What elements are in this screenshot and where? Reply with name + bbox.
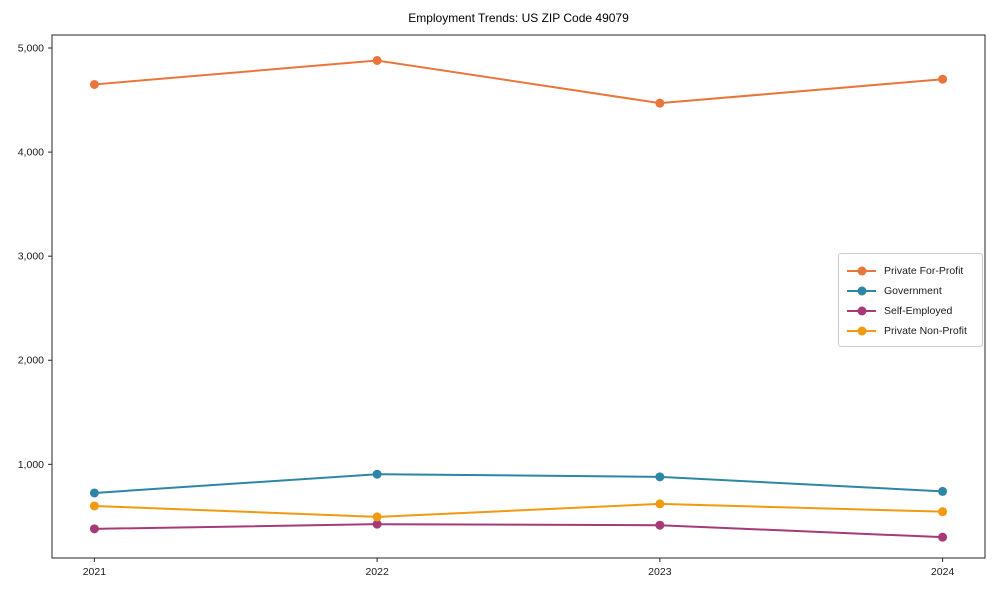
legend: Private For-Profit Government Self-Emplo…	[838, 253, 983, 347]
legend-label: Private For-Profit	[884, 265, 964, 277]
data-point-self-employed	[938, 532, 948, 542]
y-tick-label: 4,000	[18, 147, 44, 159]
legend-label: Private Non-Profit	[884, 325, 967, 337]
data-point-government	[938, 486, 948, 496]
data-point-private-for-profit	[655, 98, 665, 108]
line-series-government	[93, 473, 944, 494]
data-point-self-employed	[372, 519, 382, 529]
data-point-self-employed	[655, 520, 665, 530]
data-point-private-non-profit	[655, 499, 665, 509]
data-point-private-for-profit	[89, 79, 99, 89]
data-point-private-for-profit	[372, 55, 382, 65]
legend-item-government: Government	[847, 282, 974, 300]
legend-dot-icon	[857, 306, 866, 316]
legend-line-icon	[847, 306, 876, 316]
data-point-government	[655, 472, 665, 482]
y-tick-label: 3,000	[18, 251, 44, 263]
data-point-private-non-profit	[89, 501, 99, 511]
legend-line-icon	[847, 326, 876, 336]
y-tick-label: 1,000	[18, 459, 44, 471]
y-tick-label: 5,000	[18, 43, 44, 55]
data-point-self-employed	[89, 524, 99, 534]
x-tick-label: 2022	[365, 566, 389, 578]
x-tick-label: 2024	[931, 566, 955, 578]
legend-item-private-non-profit: Private Non-Profit	[847, 322, 974, 340]
data-point-private-non-profit	[372, 512, 382, 522]
plot-frame	[51, 34, 986, 559]
legend-label: Government	[884, 285, 942, 297]
chart-title: Employment Trends: US ZIP Code 49079	[408, 11, 629, 25]
legend-item-self-employed: Self-Employed	[847, 302, 974, 320]
data-point-government	[89, 488, 99, 498]
data-point-private-non-profit	[938, 507, 948, 517]
legend-line-icon	[847, 266, 876, 276]
legend-item-private-for-profit: Private For-Profit	[847, 262, 974, 280]
legend-label: Self-Employed	[884, 305, 953, 317]
legend-dot-icon	[857, 326, 866, 336]
y-tick-label: 2,000	[18, 355, 44, 367]
x-tick-label: 2023	[648, 566, 672, 578]
line-series-self-employed	[93, 523, 944, 539]
legend-dot-icon	[857, 286, 866, 296]
data-point-government	[372, 469, 382, 479]
data-point-private-for-profit	[938, 74, 948, 84]
x-tick-label: 2021	[83, 566, 107, 578]
line-series-private-for-profit	[93, 59, 944, 105]
legend-line-icon	[847, 286, 876, 296]
legend-dot-icon	[857, 266, 866, 276]
line-series-private-non-profit	[93, 502, 944, 518]
